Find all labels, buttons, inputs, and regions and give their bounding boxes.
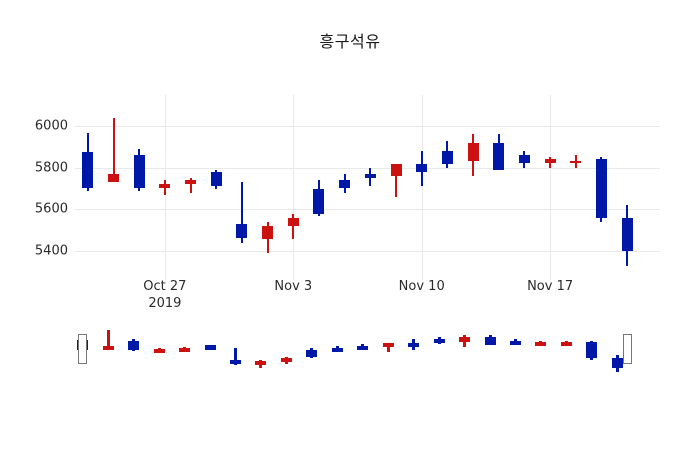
y-axis-tick-label: 5400 — [34, 243, 68, 259]
candlestick-body — [229, 360, 241, 365]
x-axis-tick-label: Oct 27 2019 — [143, 279, 187, 311]
candlestick-body — [82, 152, 94, 189]
candlestick-body — [204, 345, 216, 350]
candlestick-wick — [292, 213, 295, 239]
candlestick-body — [331, 347, 343, 352]
y-axis-tick-label: 5800 — [34, 160, 68, 176]
gridline-horizontal — [75, 168, 660, 169]
y-axis-tick-label: 6000 — [34, 118, 68, 134]
candlestick-body — [595, 159, 607, 218]
x-axis-tick-label: Nov 17 — [527, 279, 574, 294]
candlestick-body — [408, 343, 420, 347]
gridline-vertical — [293, 95, 294, 280]
candlestick-body — [102, 345, 114, 350]
candlestick-body — [236, 223, 248, 239]
candlestick-body — [357, 345, 369, 350]
candlestick-body — [108, 173, 120, 183]
candlestick-body — [185, 180, 197, 185]
candlestick-body — [544, 159, 556, 164]
x-axis-tick-label: Nov 10 — [398, 279, 445, 294]
candlestick-wick — [240, 182, 243, 243]
gridline-vertical — [550, 95, 551, 280]
candlestick-body — [416, 163, 428, 172]
candlestick-wick — [395, 167, 398, 197]
x-axis-tick-label: Nov 3 — [274, 279, 313, 294]
gridline-horizontal — [75, 209, 660, 210]
candlestick-body — [560, 342, 572, 347]
candlestick-body — [382, 343, 394, 347]
candlestick-wick — [233, 348, 237, 366]
candlestick-body — [287, 217, 299, 226]
candlestick-body — [262, 226, 274, 239]
gridline-vertical — [422, 95, 423, 280]
candlestick-body — [586, 341, 598, 359]
candlestick-body — [179, 347, 191, 352]
candlestick-body — [433, 339, 445, 344]
range-start-handle[interactable] — [77, 334, 87, 364]
gridline-horizontal — [75, 126, 660, 127]
candlestick-body — [390, 163, 402, 176]
chart-title: 흥구석유 — [319, 32, 381, 51]
candlestick-body — [364, 173, 376, 179]
candlestick-body — [459, 337, 471, 343]
candlestick-wick — [112, 117, 115, 183]
candlestick-body — [306, 350, 318, 358]
range-end-handle[interactable] — [623, 334, 633, 364]
candlestick-body — [210, 171, 222, 187]
candlestick-body — [313, 188, 325, 214]
candlestick-wick — [564, 340, 568, 345]
candlestick-body — [255, 360, 267, 365]
candlestick-body — [621, 217, 633, 251]
candlestick-body — [159, 184, 171, 189]
y-axis-tick-label: 5600 — [34, 201, 68, 217]
candlestick-wick — [386, 344, 390, 353]
candlestick-body — [153, 348, 165, 353]
candlestick-body — [441, 151, 453, 164]
candlestick-body — [518, 155, 530, 164]
gridline-horizontal — [75, 251, 660, 252]
candlestick-body — [493, 142, 505, 170]
candlestick-wick — [106, 330, 110, 349]
candlestick-wick — [189, 178, 192, 193]
candlestick-body — [133, 155, 145, 189]
candlestick-body — [280, 358, 292, 363]
candlestick-body — [339, 180, 351, 189]
candlestick-body — [484, 337, 496, 345]
candlestick-body — [535, 341, 547, 346]
candlestick-body — [467, 142, 479, 162]
candlestick-body — [509, 340, 521, 345]
candlestick-body — [570, 161, 582, 164]
candlestick-body — [128, 340, 140, 351]
candlestick-body — [611, 358, 623, 368]
